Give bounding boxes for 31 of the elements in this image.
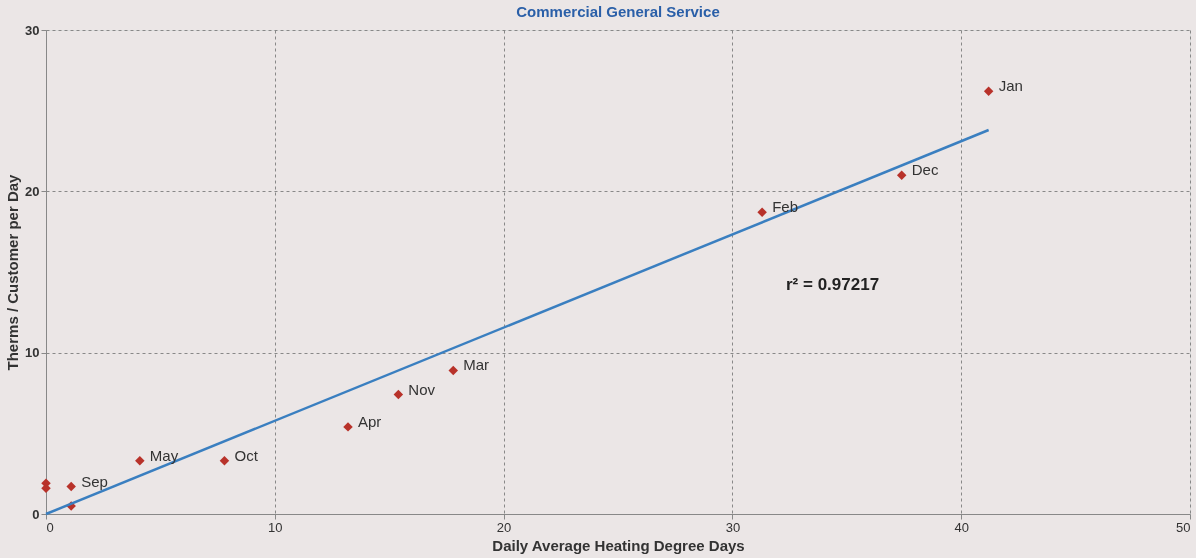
y-axis-title: Therms / Customer per Day xyxy=(4,173,22,371)
y-tick-label: 20 xyxy=(25,183,40,199)
point xyxy=(448,365,459,376)
y-tick-label: 0 xyxy=(32,506,40,522)
annotation: Mar xyxy=(463,356,490,374)
annotation: Oct xyxy=(234,446,259,464)
x-tick-label: 10 xyxy=(268,519,283,535)
x-tick-label: 30 xyxy=(725,519,741,535)
point xyxy=(66,481,76,492)
x-axis-title: Daily Average Heating Degree Days xyxy=(492,536,745,554)
point xyxy=(135,456,145,466)
annotation: Dec xyxy=(911,161,939,179)
annotation: Sep xyxy=(81,472,108,490)
annotation: r² = 0.97217 xyxy=(786,275,880,294)
chart-title: Commercial General Service xyxy=(516,3,720,20)
point xyxy=(393,389,404,400)
x-tick-label: 40 xyxy=(954,519,969,535)
annotation: Apr xyxy=(358,412,382,430)
point xyxy=(896,170,907,180)
annotation: Feb xyxy=(772,198,798,216)
x-tick-label: 0 xyxy=(46,519,54,535)
annotation: Jan xyxy=(998,77,1023,95)
annotation: Nov xyxy=(408,380,436,398)
x-tick-label: 20 xyxy=(496,519,512,535)
point xyxy=(219,456,230,466)
annotation: May xyxy=(149,446,179,464)
point xyxy=(757,207,767,218)
x-tick-label: 50 xyxy=(1176,519,1191,535)
point xyxy=(983,86,994,97)
y-tick-label: 10 xyxy=(25,345,40,361)
y-tick-label: 30 xyxy=(25,22,40,38)
